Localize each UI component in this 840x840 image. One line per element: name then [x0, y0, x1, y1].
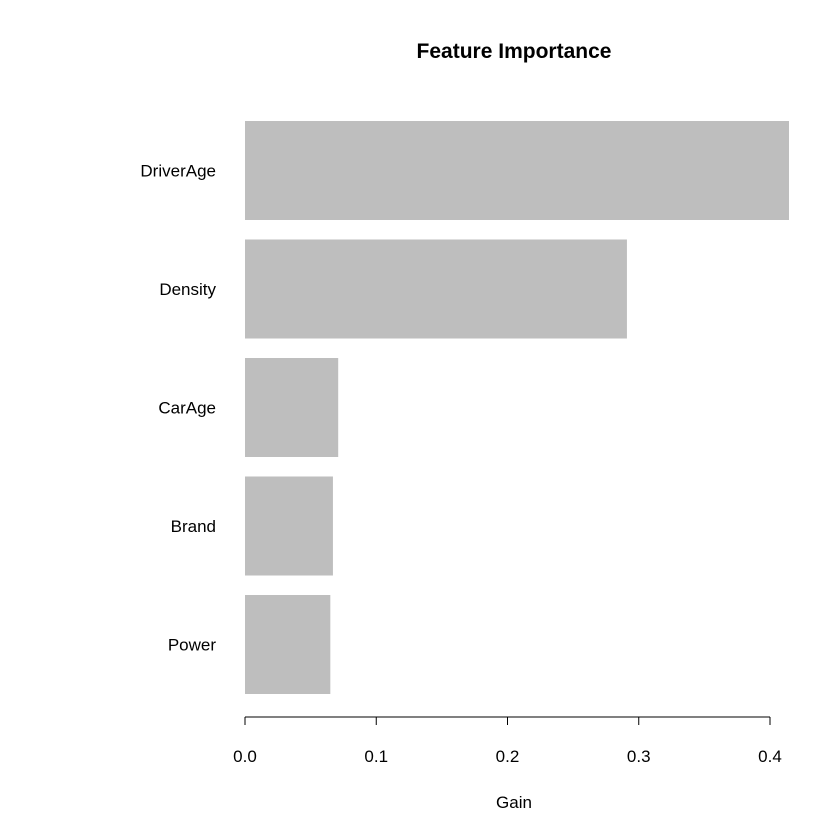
x-tick-label-2: 0.2 [496, 747, 520, 766]
bars-group [245, 121, 789, 694]
bar-carage [245, 358, 339, 457]
category-label-driverage: DriverAge [140, 162, 216, 181]
x-axis: 0.0 0.1 0.2 0.3 0.4 [233, 716, 782, 766]
category-label-density: Density [159, 280, 216, 299]
x-axis-label: Gain [496, 793, 532, 812]
bar-power [245, 595, 331, 694]
bar-density [245, 239, 627, 339]
bar-brand [245, 476, 333, 576]
category-labels-group: DriverAge Density CarAge Brand Power [140, 162, 216, 655]
category-label-power: Power [168, 636, 217, 655]
x-tick-label-1: 0.1 [364, 747, 388, 766]
x-tick-label-0: 0.0 [233, 747, 257, 766]
x-tick-label-3: 0.3 [627, 747, 651, 766]
category-label-brand: Brand [171, 517, 216, 536]
category-label-carage: CarAge [158, 399, 216, 418]
bar-driverage [245, 121, 789, 220]
chart-title: Feature Importance [417, 40, 612, 63]
x-tick-label-4: 0.4 [758, 747, 782, 766]
